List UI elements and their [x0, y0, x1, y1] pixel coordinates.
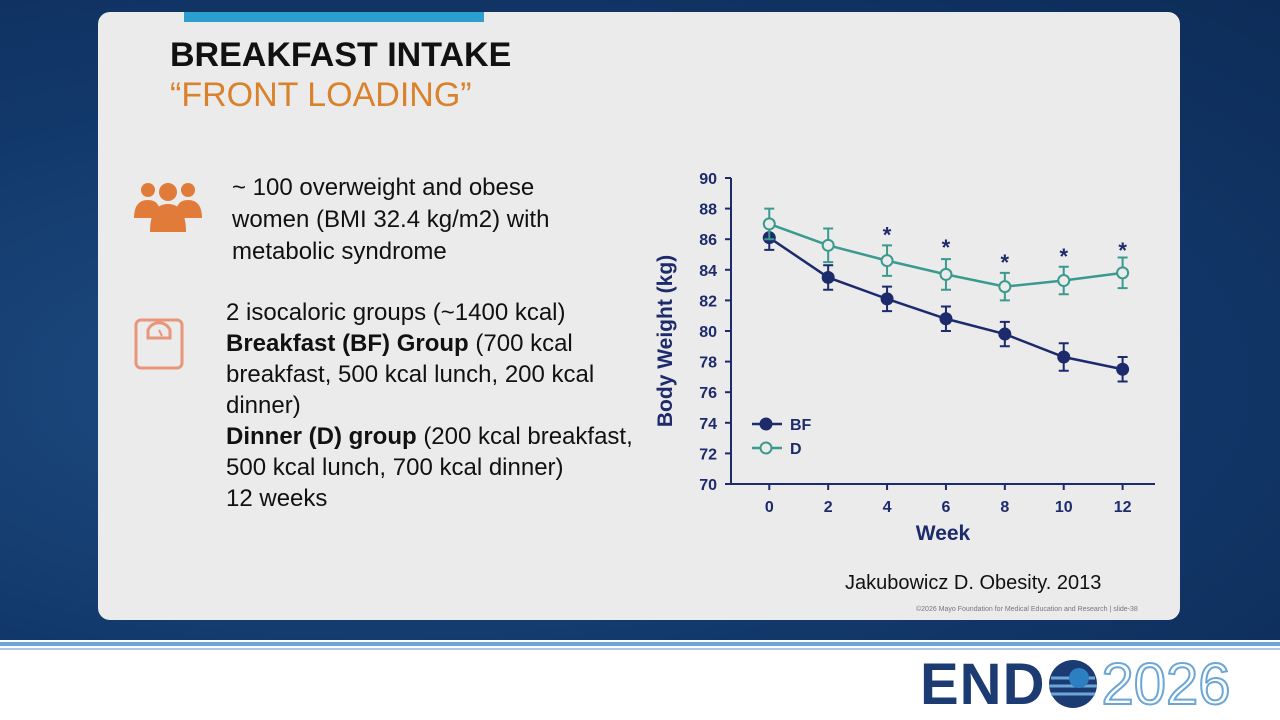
legend-marker	[759, 417, 773, 431]
y-tick-label: 88	[699, 202, 717, 219]
x-tick-label: 2	[824, 499, 833, 516]
annotation: *	[942, 235, 951, 260]
logo: END 2026	[920, 651, 1232, 718]
legend-marker	[759, 441, 773, 455]
data-point	[821, 238, 835, 252]
logo-year: 2026	[1100, 651, 1231, 718]
point-text: 2 isocaloric groups (~1400 kcal) Breakfa…	[226, 297, 636, 514]
group-detail: (200 kcal breakfast, 500 kcal lunch, 700…	[226, 423, 633, 481]
slide-title: BREAKFAST INTAKE	[170, 36, 512, 74]
data-point	[1057, 274, 1071, 288]
annotation: *	[1118, 238, 1127, 263]
y-tick-label: 82	[699, 293, 717, 310]
y-tick-label: 84	[699, 263, 717, 280]
group: Dinner (D) group (200 kcal breakfast, 50…	[226, 421, 636, 483]
y-tick-label: 76	[699, 385, 717, 402]
duration: 12 weeks	[226, 485, 328, 512]
annotation: *	[883, 223, 892, 248]
x-tick-label: 0	[765, 499, 774, 516]
x-tick-label: 6	[941, 499, 950, 516]
group: Breakfast (BF) Group (700 kcal breakfast…	[226, 328, 636, 421]
data-point	[880, 254, 894, 268]
y-tick-label: 74	[699, 416, 717, 433]
people-icon	[134, 183, 202, 232]
accent-bar	[184, 12, 484, 22]
legend-label: BF	[790, 417, 812, 434]
footer-line	[0, 642, 1280, 646]
logo-globe	[1049, 660, 1098, 708]
point-text: ~ 100 overweight and obese women (BMI 32…	[232, 174, 550, 265]
y-tick-label: 78	[699, 355, 717, 372]
citation: Jakubowicz D. Obesity. 2013	[845, 572, 1102, 594]
x-tick-label: 8	[1000, 499, 1009, 516]
intro: 2 isocaloric groups (~1400 kcal)	[226, 299, 566, 326]
data-point	[821, 270, 835, 284]
y-tick-label: 70	[699, 477, 717, 494]
data-point	[880, 292, 894, 306]
data-point	[762, 217, 776, 231]
scale-icon	[134, 318, 184, 370]
y-tick-label: 80	[699, 324, 717, 341]
data-point	[1116, 266, 1130, 280]
footer-line	[0, 648, 1280, 650]
data-point	[939, 267, 953, 281]
x-tick-label: 4	[883, 499, 892, 516]
y-tick-label: 72	[699, 446, 717, 463]
logo-text: END	[920, 651, 1046, 717]
slide-card	[98, 12, 1180, 620]
y-axis-label: Body Weight (kg)	[654, 255, 677, 427]
annotation: *	[1001, 250, 1010, 275]
x-axis-label: Week	[916, 522, 971, 545]
data-point	[1116, 362, 1130, 376]
data-point	[998, 327, 1012, 341]
x-tick-label: 12	[1114, 499, 1132, 516]
chart: 70 72 74 76 78 80 82 84 86 88 90 0 2 4 6 8 10 12 Week Body …	[654, 171, 1155, 545]
copyright: ©2026 Mayo Foundation for Medical Educat…	[916, 606, 1138, 613]
annotation: *	[1059, 244, 1068, 269]
group-label: Dinner (D) group	[226, 423, 417, 450]
data-point	[998, 280, 1012, 294]
data-point	[939, 312, 953, 326]
y-tick-label: 86	[699, 232, 717, 249]
data-point	[1057, 350, 1071, 364]
x-tick-label: 10	[1055, 499, 1073, 516]
group-detail: (700 kcal breakfast, 500 kcal lunch, 200…	[226, 330, 595, 419]
group-label: Breakfast (BF) Group	[226, 330, 469, 357]
y-tick-label: 90	[699, 171, 717, 188]
legend-label: D	[790, 441, 802, 458]
slide-subtitle: “FRONT LOADING”	[170, 76, 472, 114]
